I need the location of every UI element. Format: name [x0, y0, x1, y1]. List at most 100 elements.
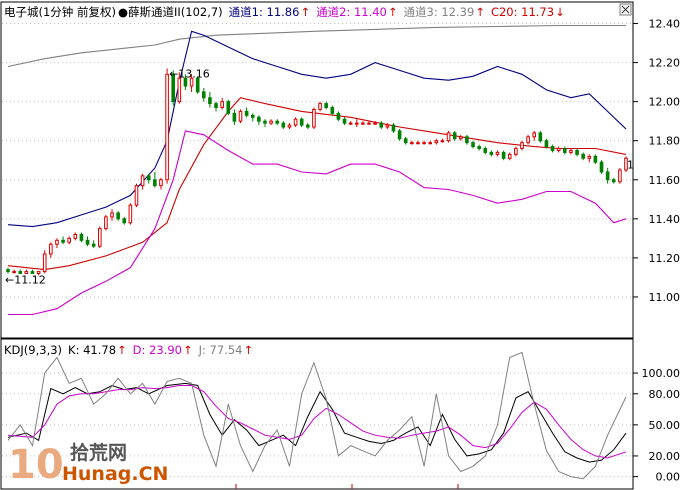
candle	[563, 146, 567, 155]
candle	[61, 236, 65, 245]
kdj-tick-label: 50.00	[649, 419, 681, 432]
high-price-label: ←13.16	[169, 67, 210, 80]
kdj-legend-arrow: ↑	[183, 343, 193, 357]
candle	[624, 156, 628, 172]
kdj-legend-arrow: ↑	[243, 343, 253, 357]
price-tick-label: 11.20	[649, 252, 681, 265]
candle	[354, 119, 359, 128]
candle	[281, 121, 286, 129]
candle	[550, 144, 555, 153]
kdj-tick-label: 80.00	[649, 388, 681, 401]
candle	[348, 121, 353, 126]
candle	[367, 121, 371, 126]
candle	[208, 91, 212, 108]
candle	[403, 136, 408, 145]
candle	[342, 117, 347, 126]
candle	[440, 138, 445, 143]
candle	[159, 177, 163, 190]
candle	[36, 271, 41, 276]
kdj-title: KDJ(9,3,3)	[4, 343, 62, 357]
candle	[336, 111, 341, 122]
candle	[489, 150, 494, 157]
candle	[299, 117, 304, 128]
candle	[587, 154, 592, 163]
legend-arrow: ↑	[475, 5, 485, 19]
price-tick-label: 12.40	[649, 18, 681, 31]
candle	[520, 140, 524, 151]
candle	[483, 146, 488, 155]
candle	[434, 138, 439, 145]
candle	[507, 152, 512, 161]
candle	[471, 140, 475, 149]
price-series-line	[7, 97, 627, 271]
candle	[55, 238, 59, 249]
legend-arrow: ↑	[388, 5, 398, 19]
candle	[324, 101, 328, 110]
candle	[189, 74, 194, 92]
candle	[12, 269, 16, 274]
candle	[146, 173, 151, 184]
kdj-tick-label: 0.00	[656, 471, 681, 484]
candle	[618, 168, 622, 184]
candle	[128, 203, 133, 225]
candle	[244, 107, 249, 118]
watermark-logo: 10	[8, 442, 64, 488]
kdj-tick-label: 100.00	[642, 367, 681, 380]
price-tick-label: 11.60	[649, 174, 681, 187]
candle	[373, 121, 377, 126]
legend-entry: 通道3: 12.39	[404, 5, 475, 19]
legend-arrow: ↑	[300, 5, 310, 19]
candle	[287, 123, 292, 129]
legend-entry: 通道1: 11.86	[229, 5, 300, 19]
candle	[605, 168, 610, 184]
candle	[104, 214, 108, 231]
kdj-legend-entry: K: 41.78	[68, 343, 116, 357]
legend-entry: C20: 11.73	[491, 5, 554, 19]
candle	[581, 152, 585, 161]
candle	[391, 123, 396, 133]
candle	[6, 267, 10, 274]
candle	[446, 130, 451, 143]
candle	[593, 154, 598, 165]
close-icon	[621, 5, 630, 14]
price-series-line	[7, 30, 627, 228]
candle	[416, 140, 420, 145]
candle	[526, 134, 530, 145]
legend-entry: 通道2: 11.40	[316, 5, 387, 19]
kdj-tick-label: 20.00	[649, 450, 681, 463]
candle	[312, 107, 316, 129]
kdj-series-line	[7, 351, 627, 480]
candle	[140, 173, 145, 190]
candle	[91, 240, 96, 249]
candle	[49, 242, 53, 258]
candle	[458, 134, 463, 141]
price-tick-label: 12.00	[649, 96, 681, 109]
legend-arrow: ↓	[555, 5, 565, 19]
kdj-series-line	[7, 385, 627, 459]
candle	[165, 68, 169, 184]
candle	[116, 211, 120, 221]
price-tick-label: 11.00	[649, 291, 681, 304]
candle	[30, 269, 35, 275]
low-price-label: ←11.12	[5, 274, 46, 287]
candle	[306, 123, 310, 129]
candle	[556, 146, 561, 153]
candle	[238, 109, 243, 124]
candle	[385, 123, 390, 129]
candle	[361, 121, 365, 126]
watermark-site: Hunag.CN	[62, 463, 168, 485]
candle	[275, 119, 280, 126]
candle	[379, 121, 384, 129]
candle	[214, 101, 218, 112]
candle	[110, 209, 114, 221]
candle	[85, 236, 90, 247]
candle	[263, 119, 267, 128]
candle	[330, 105, 335, 116]
scroll-buttons[interactable]	[619, 3, 632, 16]
candle	[232, 109, 237, 126]
last-price-label: 1	[627, 158, 634, 171]
candle	[532, 130, 537, 141]
